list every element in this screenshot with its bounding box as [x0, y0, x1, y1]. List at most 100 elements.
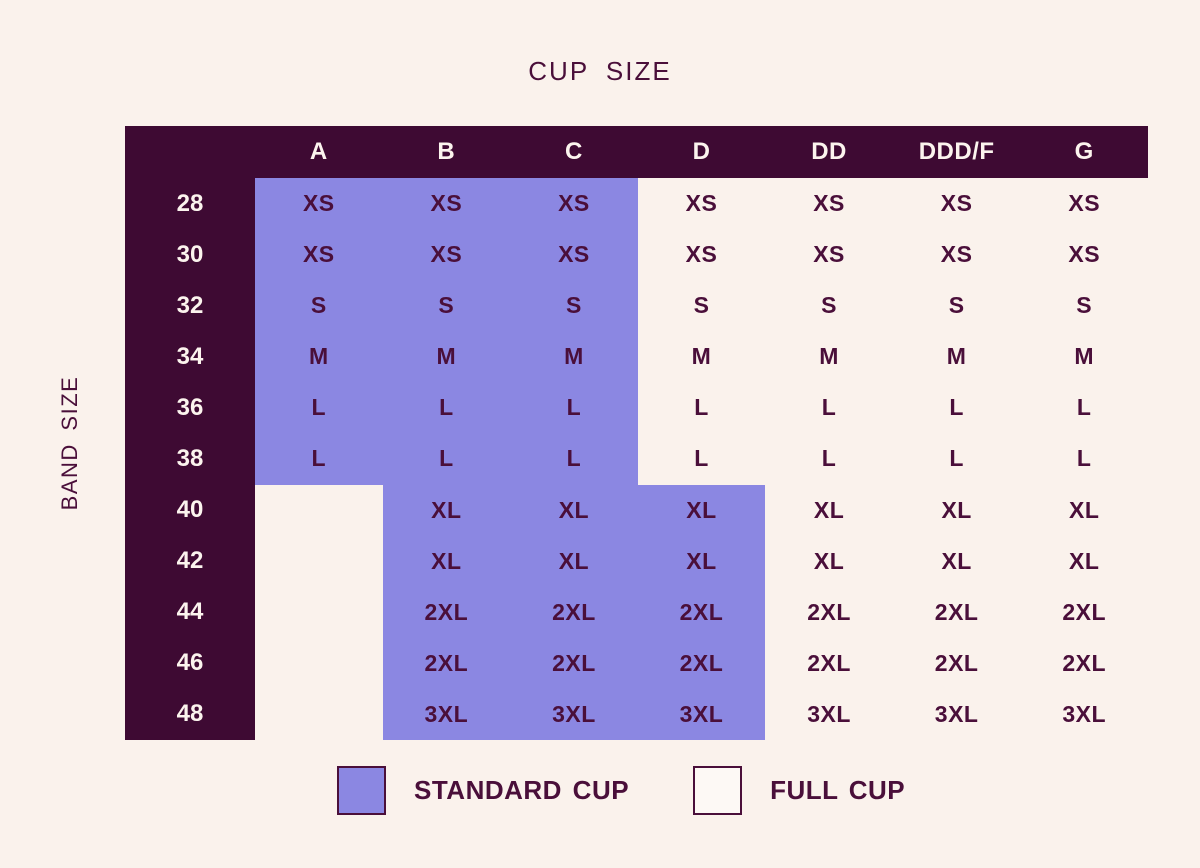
size-cell-band48-cupdd: 3XL	[807, 700, 851, 727]
size-cell-band34-cupg: M	[1074, 343, 1095, 370]
size-cell-band32-cupg: S	[1076, 292, 1093, 319]
size-cell-band46-cupb: 2XL	[382, 637, 511, 689]
size-cell-band32-cupb: S	[382, 280, 511, 332]
size-cell-band28-cupb: XS	[382, 178, 511, 230]
size-cell-band40-cupg: XL	[1069, 496, 1100, 523]
size-cell-band30-cupb: XS	[382, 229, 511, 281]
size-cell-band28-cupddd-f: XS	[940, 190, 973, 217]
size-cell-band48-cupc: 3XL	[510, 688, 638, 740]
size-cell-band30-cupa: XS	[255, 229, 383, 281]
size-cell-band42-cupa	[255, 536, 383, 587]
band-size-label-48: 48	[125, 688, 255, 740]
size-cell-band48-cupd: 3XL	[637, 688, 766, 740]
size-cell-band42-cupddd-f: XL	[941, 547, 972, 574]
legend: STANDARD CUP FULL CUP	[337, 766, 905, 815]
size-chart-table: A B C D DD DDD/F G 28 XS XS XS XS XS XS XS 30 XS XS XS XS X…	[125, 126, 1148, 740]
size-cell-band46-cupd: 2XL	[637, 637, 766, 689]
band-size-axis-title: BAND SIZE	[57, 375, 82, 511]
size-cell-band34-cupc: M	[510, 331, 638, 383]
size-cell-band48-cupddd-f: 3XL	[934, 700, 979, 727]
size-cell-band38-cupc: L	[510, 433, 638, 485]
size-cell-band44-cupc: 2XL	[510, 586, 638, 638]
cup-size-header-c: C	[565, 138, 583, 165]
band-size-label-40: 40	[125, 484, 255, 536]
size-cell-band38-cupb: L	[382, 433, 511, 485]
size-cell-band36-cupdd: L	[821, 394, 837, 421]
size-cell-band46-cupg: 2XL	[1062, 649, 1107, 676]
size-cell-band42-cupc: XL	[510, 535, 638, 587]
cup-size-header-a: A	[309, 138, 328, 165]
size-cell-band48-cupb: 3XL	[382, 688, 511, 740]
full-cup-label: FULL CUP	[770, 775, 906, 805]
size-cell-band48-cupg: 3XL	[1062, 700, 1107, 727]
band-size-label-32: 32	[125, 280, 255, 332]
cup-size-header-d: D	[692, 138, 711, 165]
header-corner-cell	[125, 126, 255, 178]
size-cell-band30-cupc: XS	[510, 229, 638, 281]
standard-cup-label: STANDARD CUP	[414, 775, 630, 805]
size-cell-band34-cupdd: M	[819, 343, 839, 370]
cup-size-header-dd: DD	[811, 138, 847, 165]
size-cell-band46-cupdd: 2XL	[807, 649, 851, 676]
band-size-label-28: 28	[125, 178, 255, 230]
size-cell-band30-cupdd: XS	[813, 241, 845, 268]
size-cell-band32-cupdd: S	[821, 292, 837, 319]
size-cell-band42-cupdd: XL	[813, 547, 845, 574]
size-cell-band28-cupc: XS	[510, 178, 638, 230]
size-cell-band36-cupb: L	[382, 382, 511, 434]
band-size-label-38: 38	[125, 433, 255, 485]
size-cell-band44-cupa	[255, 587, 383, 638]
size-cell-band38-cupg: L	[1076, 445, 1092, 472]
size-cell-band36-cupd: L	[694, 394, 709, 421]
size-cell-band36-cupa: L	[255, 382, 383, 434]
size-cell-band40-cupb: XL	[382, 484, 511, 536]
size-cell-band38-cupdd: L	[821, 445, 837, 472]
size-cell-band40-cupddd-f: XL	[941, 496, 972, 523]
size-cell-band34-cupa: M	[255, 331, 383, 383]
size-cell-band38-cupa: L	[255, 433, 383, 485]
size-cell-band32-cupd: S	[693, 292, 710, 319]
standard-cup-swatch	[337, 766, 386, 815]
cup-size-header-b: B	[437, 138, 456, 165]
cup-size-header-ddd-f: DDD/F	[918, 138, 995, 165]
size-cell-band42-cupd: XL	[637, 535, 766, 587]
size-cell-band30-cupg: XS	[1068, 241, 1101, 268]
size-cell-band32-cupddd-f: S	[948, 292, 965, 319]
band-size-label-46: 46	[125, 637, 255, 689]
band-size-label-30: 30	[125, 229, 255, 281]
size-cell-band44-cupg: 2XL	[1062, 598, 1107, 625]
size-cell-band34-cupd: M	[691, 343, 712, 370]
size-chart-body: 28 XS XS XS XS XS XS XS 30 XS XS XS XS XS XS XS 32 S S S S S S…	[125, 178, 1148, 740]
size-cell-band40-cupc: XL	[510, 484, 638, 536]
size-cell-band28-cupa: XS	[255, 178, 383, 230]
band-size-label-44: 44	[125, 586, 255, 638]
size-cell-band42-cupg: XL	[1069, 547, 1100, 574]
size-cell-band46-cupc: 2XL	[510, 637, 638, 689]
size-cell-band46-cupa	[255, 638, 383, 689]
size-cell-band42-cupb: XL	[382, 535, 511, 587]
size-cell-band28-cupg: XS	[1068, 190, 1101, 217]
size-cell-band34-cupddd-f: M	[946, 343, 967, 370]
band-size-label-42: 42	[125, 535, 255, 587]
size-cell-band44-cupd: 2XL	[637, 586, 766, 638]
full-cup-swatch	[693, 766, 743, 815]
size-cell-band32-cupa: S	[255, 280, 383, 332]
size-cell-band36-cupddd-f: L	[949, 394, 964, 421]
size-cell-band40-cupa	[255, 485, 383, 536]
size-cell-band48-cupa	[255, 689, 383, 740]
size-cell-band44-cupddd-f: 2XL	[934, 598, 979, 625]
size-cell-band28-cupdd: XS	[813, 190, 845, 217]
band-size-label-34: 34	[125, 331, 255, 383]
size-cell-band38-cupddd-f: L	[949, 445, 964, 472]
size-cell-band38-cupd: L	[694, 445, 709, 472]
cup-size-axis-title: CUP SIZE	[528, 56, 672, 86]
size-cell-band34-cupb: M	[382, 331, 511, 383]
size-cell-band36-cupc: L	[510, 382, 638, 434]
size-cell-band44-cupb: 2XL	[382, 586, 511, 638]
cup-size-header-row: A B C D DD DDD/F G	[125, 126, 1148, 178]
band-size-label-36: 36	[125, 382, 255, 434]
size-cell-band36-cupg: L	[1076, 394, 1092, 421]
size-cell-band46-cupddd-f: 2XL	[934, 649, 979, 676]
cup-size-header-g: G	[1074, 138, 1094, 165]
size-cell-band32-cupc: S	[510, 280, 638, 332]
